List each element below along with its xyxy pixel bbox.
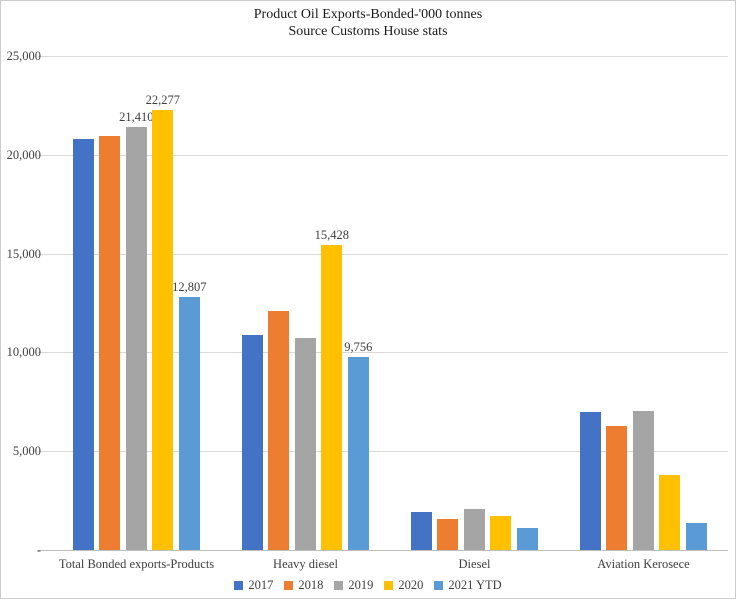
legend-label-2019: 2019 xyxy=(348,578,374,592)
legend: 2017 2018 2019 2020 2021 YTD xyxy=(1,578,735,593)
y-tick-label-0: - xyxy=(36,543,41,557)
gridline-20000 xyxy=(38,154,728,156)
legend-label-2018: 2018 xyxy=(298,578,324,592)
x-category-label-total-bonded-exports-products: Total Bonded exports-Products xyxy=(58,557,215,571)
y-tick-label-5000: 5,000 xyxy=(12,444,41,459)
bar-2021-ytd-aviation-kerosece xyxy=(685,523,707,550)
gridline-15000 xyxy=(38,253,728,255)
x-category-label-diesel: Diesel xyxy=(458,557,491,571)
bar-2021-ytd-diesel xyxy=(516,528,538,550)
y-tick-label-25000: 25,000 xyxy=(6,49,41,63)
bar-2020-heavy-diesel xyxy=(321,245,343,550)
bar-2018-heavy-diesel xyxy=(268,310,290,550)
data-label-2020-heavy-diesel: 15,428 xyxy=(314,228,349,243)
chart-subtitle: Source Customs House stats xyxy=(288,24,448,39)
chart-title: Product Oil Exports-Bonded-'000 tonnes xyxy=(253,7,483,22)
bar-2020-total-bonded-exports-products xyxy=(152,109,174,550)
legend-item-2019: 2019 xyxy=(334,578,373,593)
gridline-10000 xyxy=(38,352,728,354)
legend-item-2017: 2017 xyxy=(234,578,273,593)
legend-swatch-2017 xyxy=(234,581,244,590)
chart-title-block: Product Oil Exports-Bonded-'000 tonnes S… xyxy=(1,6,735,40)
legend-swatch-2019 xyxy=(334,581,344,590)
legend-swatch-2021-ytd xyxy=(434,581,444,590)
data-label-2021-ytd-heavy-diesel: 9,756 xyxy=(344,340,373,355)
bar-2018-diesel xyxy=(437,519,459,550)
y-tick-label-20000: 20,000 xyxy=(6,147,41,162)
legend-item-2018: 2018 xyxy=(284,578,323,593)
bar-2017-aviation-kerosece xyxy=(579,411,601,550)
x-category-label-aviation-kerosece: Aviation Kerosece xyxy=(597,557,690,571)
bar-2020-diesel xyxy=(490,516,512,550)
legend-label-2021-ytd: 2021 YTD xyxy=(448,578,502,592)
gridline-0 xyxy=(38,550,728,551)
x-category-label-heavy-diesel: Heavy diesel xyxy=(273,557,338,571)
bar-2019-aviation-kerosece xyxy=(632,410,654,550)
data-label-2021-ytd-total-bonded-exports-products: 12,807 xyxy=(172,279,207,294)
data-label-2020-total-bonded-exports-products: 22,277 xyxy=(145,92,180,107)
bar-2018-total-bonded-exports-products xyxy=(99,136,121,550)
bar-2021-ytd-heavy-diesel xyxy=(347,357,369,550)
y-tick-label-15000: 15,000 xyxy=(6,246,41,261)
bar-2020-aviation-kerosece xyxy=(659,474,681,550)
bar-2019-diesel xyxy=(463,509,485,550)
bar-2018-aviation-kerosece xyxy=(606,425,628,550)
bar-2017-heavy-diesel xyxy=(241,334,263,550)
legend-item-2021-ytd: 2021 YTD xyxy=(434,578,502,593)
bar-2019-heavy-diesel xyxy=(294,337,316,550)
bar-2017-total-bonded-exports-products xyxy=(72,138,94,550)
legend-swatch-2020 xyxy=(384,581,394,590)
gridline-25000 xyxy=(38,56,728,57)
legend-label-2017: 2017 xyxy=(248,578,274,592)
legend-label-2020: 2020 xyxy=(398,578,424,592)
bar-2019-total-bonded-exports-products xyxy=(125,126,147,550)
y-tick-label-10000: 10,000 xyxy=(6,345,41,360)
legend-item-2020: 2020 xyxy=(384,578,423,593)
legend-swatch-2018 xyxy=(284,581,294,590)
gridline-5000 xyxy=(38,451,728,453)
data-label-2019-total-bonded-exports-products: 21,410 xyxy=(119,109,154,124)
bar-2021-ytd-total-bonded-exports-products xyxy=(178,296,200,550)
bar-2017-diesel xyxy=(410,512,432,550)
